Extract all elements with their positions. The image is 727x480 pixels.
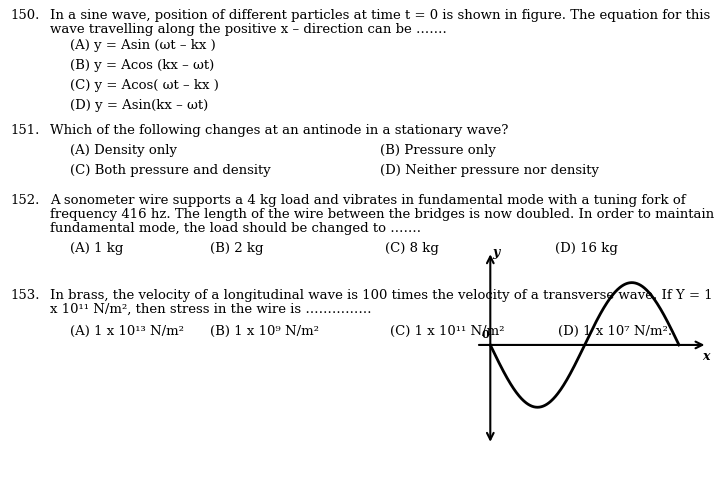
Text: (C) 8 kg: (C) 8 kg [385,241,439,254]
Text: Which of the following changes at an antinode in a stationary wave?: Which of the following changes at an ant… [50,124,508,137]
Text: (D) 16 kg: (D) 16 kg [555,241,618,254]
Text: 0: 0 [482,329,489,340]
Text: (C) Both pressure and density: (C) Both pressure and density [70,164,270,177]
Text: (D) y = Asin(kx – ωt): (D) y = Asin(kx – ωt) [70,99,208,112]
Text: In a sine wave, position of different particles at time t = 0 is shown in figure: In a sine wave, position of different pa… [50,9,710,22]
Text: A sonometer wire supports a 4 kg load and vibrates in fundamental mode with a tu: A sonometer wire supports a 4 kg load an… [50,193,686,206]
Text: x: x [702,349,710,362]
Text: (B) 2 kg: (B) 2 kg [210,241,263,254]
Text: x 10¹¹ N/m², then stress in the wire is ……………: x 10¹¹ N/m², then stress in the wire is … [50,302,371,315]
Text: (B) 1 x 10⁹ N/m²: (B) 1 x 10⁹ N/m² [210,324,319,337]
Text: (A) Density only: (A) Density only [70,144,177,156]
Text: (A) y = Asin (ωt – kx ): (A) y = Asin (ωt – kx ) [70,39,216,52]
Text: (A) 1 kg: (A) 1 kg [70,241,124,254]
Text: (B) y = Acos (kx – ωt): (B) y = Acos (kx – ωt) [70,59,214,72]
Text: (A) 1 x 10¹³ N/m²: (A) 1 x 10¹³ N/m² [70,324,184,337]
Text: 151.: 151. [10,124,39,137]
Text: (C) 1 x 10¹¹ N/m²: (C) 1 x 10¹¹ N/m² [390,324,505,337]
Text: (C) y = Acos( ωt – kx ): (C) y = Acos( ωt – kx ) [70,79,219,92]
Text: 150.: 150. [10,9,39,22]
Text: (B) Pressure only: (B) Pressure only [380,144,496,156]
Text: In brass, the velocity of a longitudinal wave is 100 times the velocity of a tra: In brass, the velocity of a longitudinal… [50,288,712,301]
Text: 152.: 152. [10,193,39,206]
Text: frequency 416 hz. The length of the wire between the bridges is now doubled. In : frequency 416 hz. The length of the wire… [50,207,714,220]
Text: fundamental mode, the load should be changed to …….: fundamental mode, the load should be cha… [50,222,421,235]
Text: 153.: 153. [10,288,39,301]
Text: y: y [492,245,499,258]
Text: (D) Neither pressure nor density: (D) Neither pressure nor density [380,164,599,177]
Text: wave travelling along the positive x – direction can be …….: wave travelling along the positive x – d… [50,23,447,36]
Text: (D) 1 x 10⁷ N/m².: (D) 1 x 10⁷ N/m². [558,324,672,337]
